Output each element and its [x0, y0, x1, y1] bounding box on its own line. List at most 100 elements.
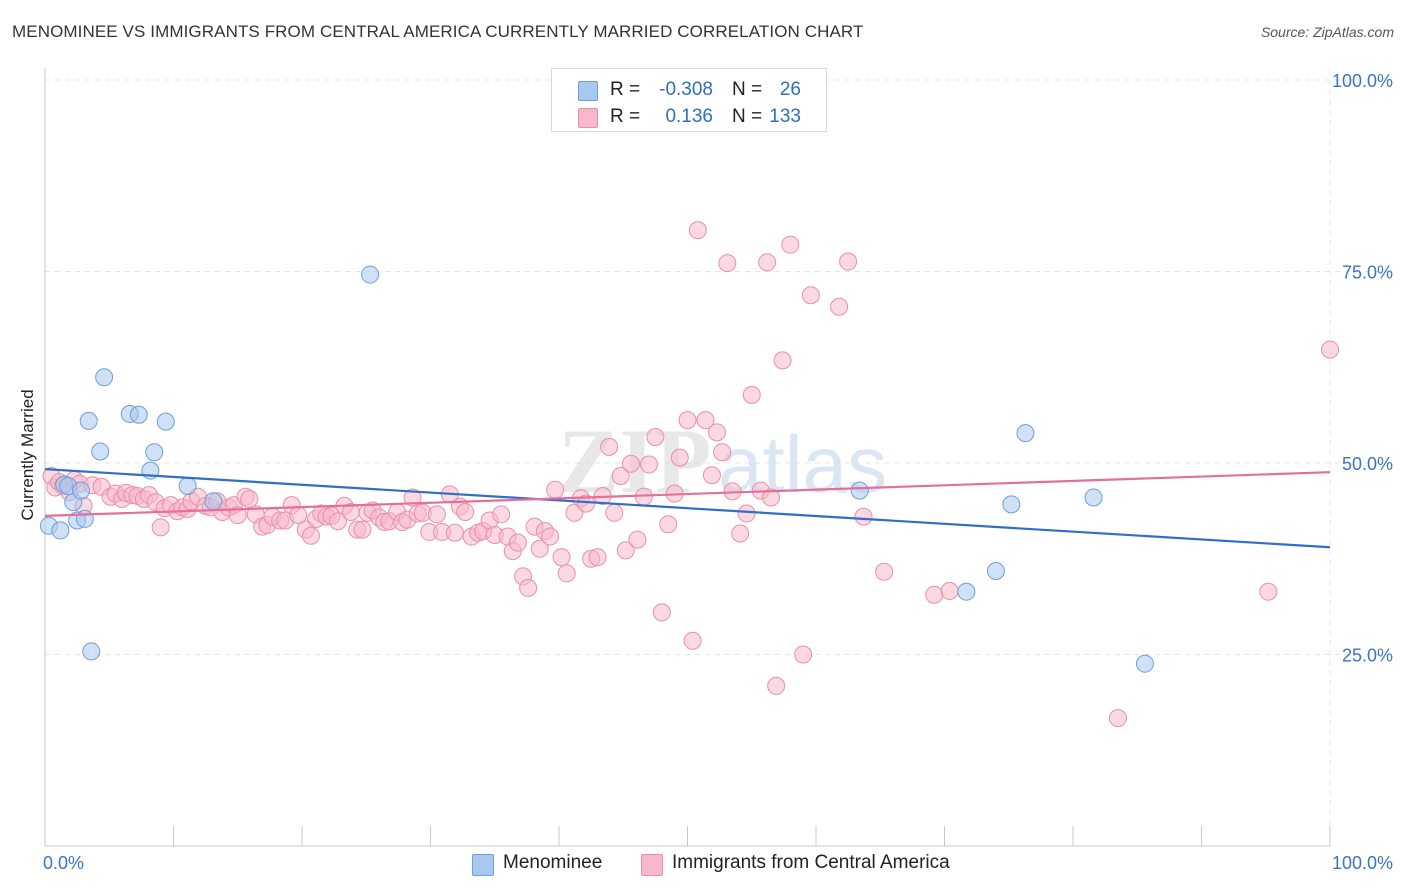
legend-swatch-immigrants	[578, 108, 598, 128]
immigrants-point	[1321, 340, 1339, 359]
menominee-point	[204, 492, 223, 511]
legend-row-menominee: R = -0.308 N = 26	[552, 77, 826, 103]
y-tick-label: 75.0%	[1342, 263, 1393, 283]
immigrants-point	[646, 427, 665, 446]
menominee-point	[1016, 424, 1035, 443]
immigrants-point	[731, 524, 750, 543]
source-credit: Source: ZipAtlas.com	[1260, 24, 1394, 40]
menominee-point	[361, 265, 380, 284]
axes	[44, 68, 1331, 847]
bottom-legend-label-menominee: Menominee	[503, 852, 603, 873]
immigrants-point	[794, 645, 813, 664]
menominee-point	[986, 562, 1005, 581]
immigrants-point	[557, 564, 576, 583]
immigrants-point	[773, 351, 792, 370]
immigrants-point	[519, 578, 538, 597]
immigrants-point	[696, 411, 715, 430]
immigrants-point	[801, 286, 820, 305]
immigrants-point	[678, 411, 697, 430]
immigrants-point	[702, 466, 721, 485]
immigrants-point	[508, 533, 527, 552]
immigrants-point	[839, 252, 858, 271]
immigrants-point	[151, 518, 170, 537]
immigrants-point	[445, 523, 464, 542]
immigrants-point	[616, 541, 635, 560]
bottom-legend-label-immigrants: Immigrants from Central America	[672, 852, 950, 873]
menominee-point	[129, 405, 148, 424]
immigrants-point	[652, 603, 671, 622]
immigrants-point	[670, 448, 689, 467]
immigrants-point	[708, 423, 727, 442]
immigrants-point	[742, 385, 761, 404]
menominee-point	[1084, 488, 1103, 507]
menominee-point	[91, 442, 110, 461]
menominee-point	[51, 521, 70, 540]
legend-n-value: 26	[779, 79, 801, 100]
menominee-point	[75, 509, 94, 528]
menominee-trend-line	[44, 468, 1331, 549]
menominee-point	[95, 368, 114, 387]
immigrants-point	[546, 480, 565, 499]
x-tick-label: 0.0%	[43, 853, 84, 873]
immigrants-point	[456, 503, 475, 522]
legend-n-value: 133	[769, 106, 801, 127]
trend-lines	[44, 468, 1331, 549]
immigrants-point	[762, 488, 781, 507]
immigrants-point	[639, 455, 658, 474]
legend-n-label: N =	[732, 106, 763, 127]
immigrants-point	[737, 504, 756, 523]
y-tick-label: 25.0%	[1342, 646, 1393, 666]
immigrants-point	[659, 515, 678, 534]
immigrants-point	[713, 443, 732, 462]
legend-r-label: R =	[610, 79, 641, 100]
bottom-legend-swatch-immigrants	[641, 854, 663, 876]
immigrants-point	[228, 506, 247, 525]
immigrants-point	[328, 512, 347, 531]
y-axis-label: Currently Married	[18, 389, 37, 521]
menominee-point	[145, 443, 164, 462]
immigrants-point	[611, 467, 630, 486]
x-tick-label: 100.0%	[1332, 853, 1393, 873]
immigrants-point	[781, 235, 800, 254]
legend-r-value: 0.136	[665, 106, 713, 127]
menominee-point	[850, 481, 869, 500]
menominee-point	[82, 642, 101, 661]
immigrants-point	[718, 254, 737, 273]
legend-row-immigrants: R = 0.136 N = 133	[552, 104, 826, 130]
immigrants-point	[541, 527, 560, 546]
immigrants-point	[353, 520, 372, 539]
data-points	[39, 221, 1339, 728]
menominee-point	[1002, 495, 1021, 514]
legend-n-label: N =	[732, 79, 763, 100]
chart-title: MENOMINEE VS IMMIGRANTS FROM CENTRAL AME…	[12, 22, 864, 41]
immigrants-point	[940, 581, 959, 600]
menominee-point	[79, 411, 98, 430]
immigrants-point	[301, 526, 320, 545]
legend-swatch-menominee	[578, 81, 598, 101]
correlation-legend: R = -0.308 N = 26 R = 0.136 N = 133	[551, 68, 827, 132]
immigrants-point	[427, 505, 446, 524]
gridlines	[45, 70, 1395, 846]
immigrants-point	[1108, 709, 1127, 728]
menominee-point	[156, 412, 175, 431]
tick-labels: 25.0% 50.0% 75.0% 100.0% 0.0% 100.0%	[43, 71, 1393, 873]
immigrants-point	[240, 490, 259, 509]
immigrants-point	[875, 562, 894, 581]
immigrants-point	[767, 676, 786, 695]
legend-r-value: -0.308	[659, 79, 713, 100]
immigrants-point	[1259, 582, 1278, 601]
immigrants-trend-line	[44, 471, 1331, 517]
menominee-point	[178, 476, 197, 495]
y-tick-label: 100.0%	[1332, 71, 1393, 91]
immigrants-point	[403, 488, 422, 507]
menominee-point	[957, 582, 976, 601]
immigrants-point	[588, 548, 607, 567]
immigrants-point	[688, 221, 707, 240]
immigrants-point	[628, 530, 647, 549]
immigrants-point	[552, 548, 571, 567]
immigrants-point	[492, 505, 511, 524]
immigrants-point	[683, 631, 702, 650]
bottom-legend-swatch-menominee	[472, 854, 494, 876]
immigrants-point	[530, 539, 549, 558]
